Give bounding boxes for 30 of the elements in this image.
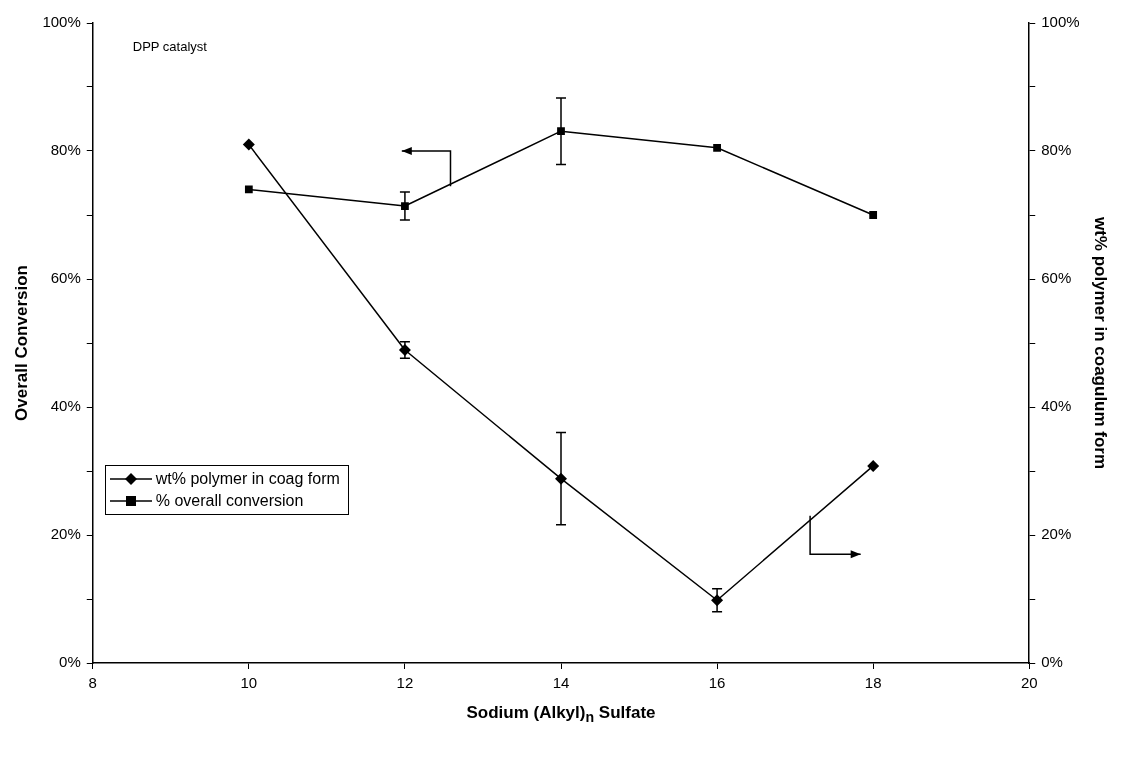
y2-tick-label: 20%	[1041, 525, 1072, 543]
x-tick-label: 12	[396, 674, 414, 692]
y2-tick-label: 60%	[1041, 269, 1072, 287]
x-tick-label: 16	[708, 674, 726, 692]
y-axis-title: Overall Conversion	[11, 265, 31, 421]
y-tick-label: 80%	[50, 141, 81, 159]
point	[869, 211, 878, 219]
y2-tick-label: 40%	[1041, 397, 1072, 415]
y-tick-label: 20%	[50, 525, 81, 543]
x-tick-label: 18	[864, 674, 882, 692]
y2-tick-label: 0%	[1041, 653, 1063, 671]
y2-tick-label: 80%	[1041, 141, 1072, 159]
point	[244, 185, 253, 194]
x-tick-label: 8	[88, 674, 97, 692]
y-tick-label: 40%	[50, 397, 81, 415]
y2-axis-title: wt% polymer in coagulum form	[1091, 215, 1111, 470]
x-tick-label: 20	[1020, 674, 1038, 692]
point	[867, 459, 880, 472]
point	[713, 143, 721, 152]
x-axis-title: Sodium (Alkyl)$_{n}$ Sulfate	[465, 703, 657, 726]
x-tick-label: 14	[552, 674, 570, 692]
y2-tick-label: 100%	[1041, 13, 1080, 31]
point	[242, 138, 255, 151]
y-tick-label: 60%	[50, 269, 81, 287]
x-tick-label: 10	[240, 674, 258, 692]
y-tick-label: 100%	[42, 13, 81, 31]
y-tick-label: 0%	[59, 653, 81, 671]
legend-label: wt% polymer in coag form	[154, 468, 340, 489]
annotation: DPP catalyst	[132, 39, 208, 55]
legend-label: % overall conversion	[154, 490, 305, 511]
